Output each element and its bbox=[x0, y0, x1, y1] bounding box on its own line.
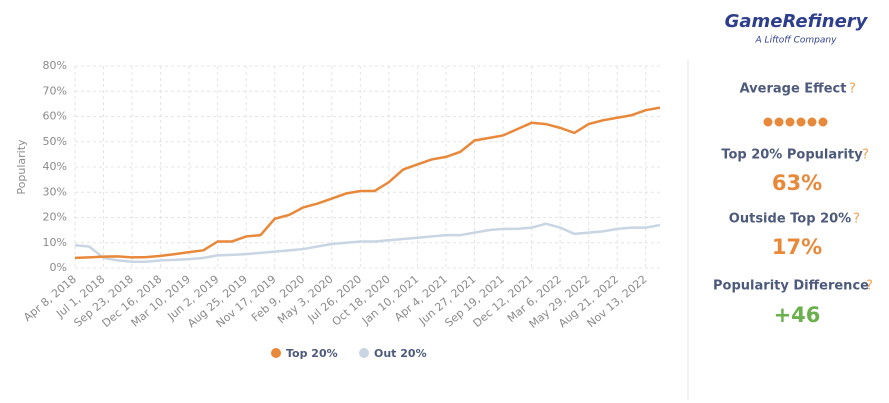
y-tick-label: 50% bbox=[43, 135, 67, 148]
diff-label: Popularity Difference bbox=[713, 279, 869, 294]
y-axis-label: Popularity bbox=[15, 139, 28, 195]
effect-dot bbox=[818, 117, 828, 127]
y-tick-label: 20% bbox=[43, 211, 67, 224]
logo-sub: A Liftoff Company bbox=[755, 36, 838, 46]
outside-value: 17% bbox=[772, 235, 822, 259]
legend-label: Top 20% bbox=[286, 347, 338, 360]
y-tick-label: 80% bbox=[43, 59, 67, 72]
help-mark: ? bbox=[862, 148, 869, 163]
average-effect-label: Average Effect bbox=[740, 82, 847, 97]
series-line bbox=[74, 106, 661, 260]
series-line bbox=[74, 222, 661, 263]
effect-dot bbox=[796, 117, 806, 127]
top-value: 63% bbox=[772, 171, 822, 195]
top-label: Top 20% Popularity bbox=[721, 148, 863, 163]
y-tick-label: 30% bbox=[43, 185, 67, 198]
legend-swatch bbox=[359, 348, 369, 358]
logo: GameRefinery bbox=[725, 11, 869, 32]
legend-swatch bbox=[271, 348, 281, 358]
y-tick-label: 10% bbox=[43, 236, 67, 249]
y-tick-label: 40% bbox=[43, 160, 67, 173]
effect-dot bbox=[774, 117, 784, 127]
effect-dots bbox=[763, 117, 828, 127]
help-mark: ? bbox=[866, 279, 873, 294]
effect-dot bbox=[763, 117, 773, 127]
effect-dot bbox=[785, 117, 795, 127]
effect-dot bbox=[807, 117, 817, 127]
diff-value: +46 bbox=[774, 303, 821, 327]
y-tick-label: 60% bbox=[43, 110, 67, 123]
help-mark: ? bbox=[853, 212, 860, 227]
y-tick-label: 70% bbox=[43, 84, 67, 97]
y-tick-label: 0% bbox=[50, 261, 67, 274]
help-mark: ? bbox=[849, 82, 856, 97]
outside-label: Outside Top 20% bbox=[729, 212, 851, 227]
legend-label: Out 20% bbox=[374, 347, 427, 360]
